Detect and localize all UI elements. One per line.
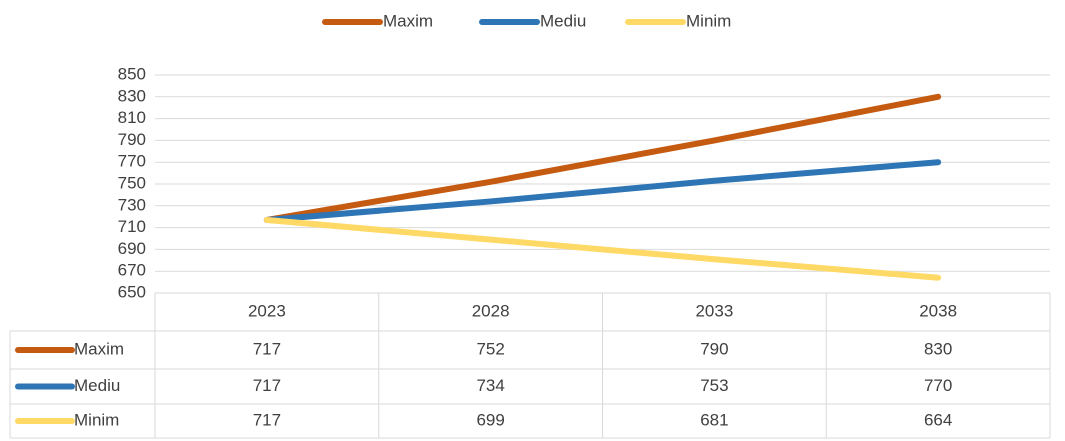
- table-cell: 752: [476, 339, 504, 358]
- x-tick-label: 2028: [472, 301, 510, 320]
- legend-label: Minim: [686, 11, 731, 30]
- x-tick-label: 2038: [919, 301, 957, 320]
- y-tick-label: 830: [118, 86, 146, 105]
- table-cell: 717: [253, 376, 281, 395]
- y-tick-label: 690: [118, 239, 146, 258]
- table-cell: 830: [924, 339, 952, 358]
- table-cell: 664: [924, 410, 952, 429]
- y-tick-label: 810: [118, 108, 146, 127]
- table-cell: 699: [476, 410, 504, 429]
- x-tick-label: 2023: [248, 301, 286, 320]
- legend-label: Maxim: [383, 11, 433, 30]
- x-tick-label: 2033: [695, 301, 733, 320]
- y-tick-label: 750: [118, 173, 146, 192]
- table-cell: 790: [700, 339, 728, 358]
- y-tick-label: 850: [118, 64, 146, 83]
- table-cell: 717: [253, 339, 281, 358]
- y-tick-label: 730: [118, 195, 146, 214]
- table-row-label: Minim: [74, 410, 119, 429]
- y-tick-label: 770: [118, 152, 146, 171]
- table-cell: 717: [253, 410, 281, 429]
- table-cell: 753: [700, 376, 728, 395]
- y-tick-label: 710: [118, 217, 146, 236]
- table-row-label: Mediu: [74, 376, 120, 395]
- table-cell: 770: [924, 376, 952, 395]
- legend-label: Mediu: [540, 11, 586, 30]
- table-cell: 681: [700, 410, 728, 429]
- series-line: [263, 159, 942, 223]
- y-tick-label: 670: [118, 261, 146, 280]
- series-line: [263, 216, 942, 281]
- series-line: [263, 93, 942, 223]
- y-tick-label: 650: [118, 282, 146, 301]
- table-cell: 734: [476, 376, 504, 395]
- table-row-label: Maxim: [74, 339, 124, 358]
- y-tick-label: 790: [118, 130, 146, 149]
